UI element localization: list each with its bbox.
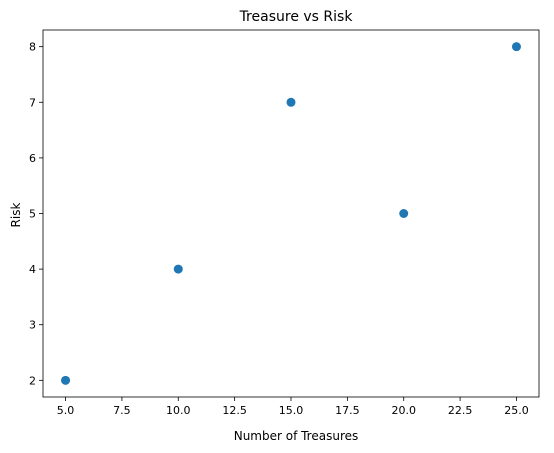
chart-title: Treasure vs Risk bbox=[239, 9, 354, 25]
x-tick-label: 25.0 bbox=[504, 404, 529, 417]
data-point bbox=[399, 209, 409, 218]
y-tick-label: 4 bbox=[29, 263, 36, 276]
data-points bbox=[61, 42, 521, 385]
x-axis-ticks: 5.0 7.5 10.0 12.5 15.0 17.5 20.0 22.5 25.0 bbox=[57, 397, 529, 417]
x-axis-label: Number of Treasures bbox=[234, 429, 359, 443]
y-tick-label: 6 bbox=[29, 152, 36, 165]
x-tick-label: 7.5 bbox=[113, 404, 131, 417]
y-axis-ticks: 2 3 4 5 6 7 8 bbox=[29, 41, 43, 387]
data-point bbox=[173, 264, 183, 274]
x-tick-label: 17.5 bbox=[335, 404, 360, 417]
data-point bbox=[511, 42, 521, 52]
x-tick-label: 12.5 bbox=[222, 404, 247, 417]
x-tick-label: 20.0 bbox=[391, 404, 416, 417]
y-tick-label: 3 bbox=[29, 319, 36, 332]
data-point bbox=[286, 97, 296, 107]
data-point bbox=[61, 375, 71, 385]
x-tick-label: 10.0 bbox=[166, 404, 191, 417]
x-tick-label: 22.5 bbox=[448, 404, 473, 417]
x-tick-label: 15.0 bbox=[279, 404, 304, 417]
x-tick-label: 5.0 bbox=[57, 404, 75, 417]
y-tick-label: 8 bbox=[29, 41, 36, 54]
y-tick-label: 2 bbox=[29, 374, 36, 387]
y-tick-label: 7 bbox=[29, 96, 36, 109]
plot-area bbox=[43, 30, 539, 397]
y-tick-label: 5 bbox=[29, 208, 36, 221]
y-axis-label: Risk bbox=[9, 203, 23, 228]
